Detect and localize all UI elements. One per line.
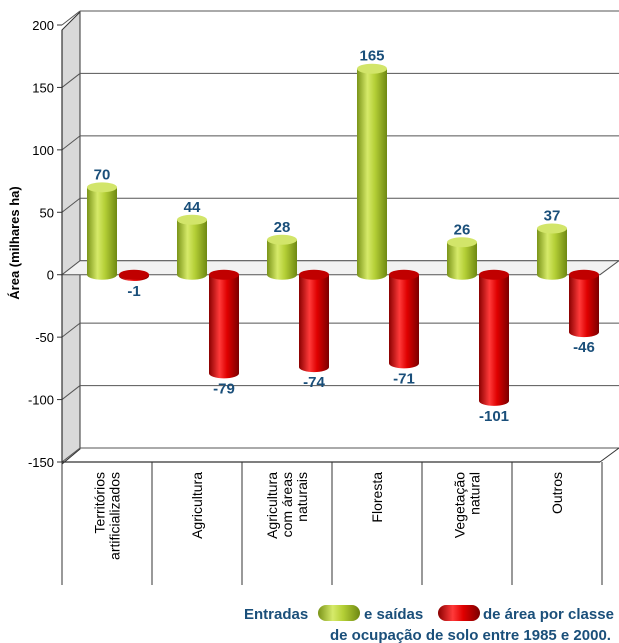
data-label: -79 (213, 380, 235, 397)
floor-edge (599, 447, 619, 463)
grid-diagonal (61, 10, 81, 26)
category-label: Vegetação (452, 472, 468, 538)
grid-diagonal (61, 447, 81, 463)
data-label: 165 (359, 48, 384, 65)
y-tick-label: -150 (28, 455, 54, 470)
data-label: -46 (573, 339, 595, 356)
data-label: -74 (303, 374, 325, 391)
grid-diagonal (61, 73, 81, 88)
grid-diagonal (61, 135, 81, 151)
category-label: Outros (549, 472, 565, 514)
x-axis: Territórios artificializados Agricultura Ag… (61, 447, 619, 585)
legend-text-classe: de área por classe (483, 606, 614, 623)
category-label: Agricultura (189, 472, 205, 539)
category-label: Floresta (369, 472, 385, 523)
y-tick-label: 150 (32, 80, 54, 95)
y-tick-label: 0 (47, 268, 54, 283)
y-tick-label: 100 (32, 143, 54, 158)
y-axis-label: Área (milhares ha) (7, 186, 22, 299)
y-tick-label: 200 (32, 18, 54, 33)
category-label: naturais (294, 472, 310, 522)
legend-text-entradas: Entradas (244, 606, 308, 623)
chart-frame (61, 10, 619, 466)
category-label: com áreas (279, 472, 295, 537)
category-label: natural (467, 472, 483, 515)
y-tick-label: -50 (35, 330, 54, 345)
legend-swatch-saidas (438, 605, 480, 621)
grid-diagonal (61, 322, 81, 338)
y-tick-label: -100 (28, 393, 54, 408)
data-label: 70 (94, 166, 111, 183)
y-axis: -150 -100 -50 0 50 100 150 200 (28, 18, 63, 470)
data-label: -71 (393, 370, 415, 387)
bar-saidas (389, 269, 419, 369)
bar-entradas (447, 237, 477, 280)
legend-text-saidas: e saídas (364, 606, 423, 623)
bar-entradas (87, 182, 117, 280)
grid-diagonal (61, 197, 81, 213)
data-label: -1 (127, 283, 140, 300)
bar-entradas (537, 223, 567, 280)
bar-saidas (479, 269, 509, 406)
category-label: Agricultura (264, 472, 280, 539)
data-label: 28 (274, 219, 291, 236)
bar-entradas (177, 214, 207, 280)
plot-area: 70 -1 44 -79 28 -74 165 -71 26 -101 37 -46 (87, 48, 599, 425)
legend: Entradas e saídas de área por classe de … (244, 605, 614, 643)
legend-swatch-entradas (318, 605, 360, 621)
bar-saidas (569, 269, 599, 338)
data-label: 44 (184, 199, 201, 216)
grid-diagonal (61, 385, 81, 400)
data-label: 37 (544, 208, 561, 225)
data-label: 26 (454, 221, 471, 238)
bar-saidas (119, 269, 149, 281)
bar-entradas (267, 234, 297, 280)
legend-text-line2: de ocupação de solo entre 1985 e 2000. (330, 627, 611, 643)
bar-saidas (299, 269, 329, 373)
category-label: artificializados (107, 472, 123, 560)
data-label: -101 (479, 408, 509, 425)
y-tick-label: 50 (40, 205, 54, 220)
category-label: Territórios (92, 472, 108, 533)
bar-saidas (209, 269, 239, 379)
bar-entradas (357, 63, 387, 280)
